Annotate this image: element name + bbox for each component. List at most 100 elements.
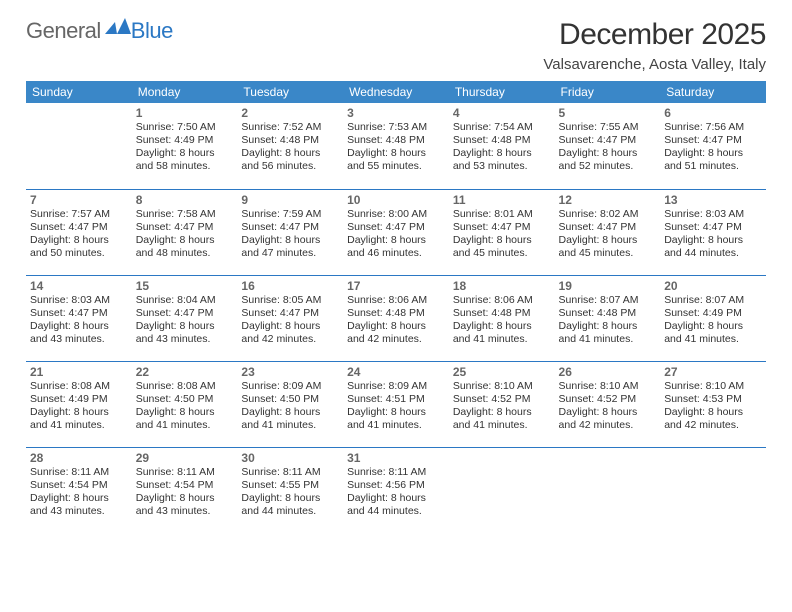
sunrise-line: Sunrise: 7:59 AM [241,208,339,221]
sunrise-line: Sunrise: 8:03 AM [30,294,128,307]
day-number: 6 [664,106,762,120]
calendar-cell: 26Sunrise: 8:10 AMSunset: 4:52 PMDayligh… [555,361,661,447]
day-number: 31 [347,451,445,465]
calendar-cell [660,447,766,533]
day-number: 25 [453,365,551,379]
daylight-line: Daylight: 8 hours and 41 minutes. [136,406,234,432]
day-number: 5 [559,106,657,120]
day-info: Sunrise: 8:11 AMSunset: 4:54 PMDaylight:… [30,466,128,519]
day-number: 27 [664,365,762,379]
sunset-line: Sunset: 4:48 PM [453,134,551,147]
calendar-cell: 19Sunrise: 8:07 AMSunset: 4:48 PMDayligh… [555,275,661,361]
day-number: 15 [136,279,234,293]
day-info: Sunrise: 8:05 AMSunset: 4:47 PMDaylight:… [241,294,339,347]
day-info: Sunrise: 8:09 AMSunset: 4:50 PMDaylight:… [241,380,339,433]
sunrise-line: Sunrise: 7:57 AM [30,208,128,221]
sunrise-line: Sunrise: 8:09 AM [347,380,445,393]
calendar-cell: 7Sunrise: 7:57 AMSunset: 4:47 PMDaylight… [26,189,132,275]
day-info: Sunrise: 7:54 AMSunset: 4:48 PMDaylight:… [453,121,551,174]
day-number: 26 [559,365,657,379]
sunset-line: Sunset: 4:54 PM [30,479,128,492]
day-number: 18 [453,279,551,293]
daylight-line: Daylight: 8 hours and 58 minutes. [136,147,234,173]
day-info: Sunrise: 8:11 AMSunset: 4:54 PMDaylight:… [136,466,234,519]
calendar-body: 1Sunrise: 7:50 AMSunset: 4:49 PMDaylight… [26,103,766,533]
day-number: 20 [664,279,762,293]
sunset-line: Sunset: 4:55 PM [241,479,339,492]
daylight-line: Daylight: 8 hours and 44 minutes. [241,492,339,518]
daylight-line: Daylight: 8 hours and 45 minutes. [453,234,551,260]
sunset-line: Sunset: 4:48 PM [347,134,445,147]
day-number: 3 [347,106,445,120]
sunrise-line: Sunrise: 8:07 AM [559,294,657,307]
sunrise-line: Sunrise: 7:54 AM [453,121,551,134]
calendar-cell [555,447,661,533]
calendar-cell: 21Sunrise: 8:08 AMSunset: 4:49 PMDayligh… [26,361,132,447]
daylight-line: Daylight: 8 hours and 42 minutes. [664,406,762,432]
day-info: Sunrise: 8:07 AMSunset: 4:49 PMDaylight:… [664,294,762,347]
sunset-line: Sunset: 4:48 PM [559,307,657,320]
daylight-line: Daylight: 8 hours and 55 minutes. [347,147,445,173]
daylight-line: Daylight: 8 hours and 46 minutes. [347,234,445,260]
sunrise-line: Sunrise: 8:00 AM [347,208,445,221]
daylight-line: Daylight: 8 hours and 45 minutes. [559,234,657,260]
daylight-line: Daylight: 8 hours and 51 minutes. [664,147,762,173]
day-info: Sunrise: 8:04 AMSunset: 4:47 PMDaylight:… [136,294,234,347]
daylight-line: Daylight: 8 hours and 43 minutes. [30,320,128,346]
day-number: 1 [136,106,234,120]
day-info: Sunrise: 7:56 AMSunset: 4:47 PMDaylight:… [664,121,762,174]
day-number: 24 [347,365,445,379]
calendar-week-row: 7Sunrise: 7:57 AMSunset: 4:47 PMDaylight… [26,189,766,275]
day-info: Sunrise: 8:06 AMSunset: 4:48 PMDaylight:… [453,294,551,347]
sunrise-line: Sunrise: 8:11 AM [241,466,339,479]
sunset-line: Sunset: 4:47 PM [664,134,762,147]
day-info: Sunrise: 8:07 AMSunset: 4:48 PMDaylight:… [559,294,657,347]
sunrise-line: Sunrise: 7:53 AM [347,121,445,134]
day-number: 2 [241,106,339,120]
sunrise-line: Sunrise: 8:06 AM [453,294,551,307]
daylight-line: Daylight: 8 hours and 48 minutes. [136,234,234,260]
day-number: 16 [241,279,339,293]
day-number: 12 [559,193,657,207]
day-info: Sunrise: 8:10 AMSunset: 4:52 PMDaylight:… [453,380,551,433]
sunrise-line: Sunrise: 7:55 AM [559,121,657,134]
day-info: Sunrise: 8:09 AMSunset: 4:51 PMDaylight:… [347,380,445,433]
calendar-cell: 8Sunrise: 7:58 AMSunset: 4:47 PMDaylight… [132,189,238,275]
day-info: Sunrise: 8:10 AMSunset: 4:52 PMDaylight:… [559,380,657,433]
daylight-line: Daylight: 8 hours and 44 minutes. [347,492,445,518]
daylight-line: Daylight: 8 hours and 42 minutes. [559,406,657,432]
day-number: 23 [241,365,339,379]
day-number: 22 [136,365,234,379]
day-info: Sunrise: 7:50 AMSunset: 4:49 PMDaylight:… [136,121,234,174]
sunrise-line: Sunrise: 7:56 AM [664,121,762,134]
calendar-cell: 30Sunrise: 8:11 AMSunset: 4:55 PMDayligh… [237,447,343,533]
day-info: Sunrise: 8:10 AMSunset: 4:53 PMDaylight:… [664,380,762,433]
sunset-line: Sunset: 4:50 PM [136,393,234,406]
sunrise-line: Sunrise: 8:08 AM [30,380,128,393]
title-block: December 2025 Valsavarenche, Aosta Valle… [543,18,766,73]
calendar-cell: 25Sunrise: 8:10 AMSunset: 4:52 PMDayligh… [449,361,555,447]
sunset-line: Sunset: 4:48 PM [241,134,339,147]
day-info: Sunrise: 8:08 AMSunset: 4:50 PMDaylight:… [136,380,234,433]
sunrise-line: Sunrise: 8:03 AM [664,208,762,221]
calendar-cell: 20Sunrise: 8:07 AMSunset: 4:49 PMDayligh… [660,275,766,361]
sunset-line: Sunset: 4:47 PM [241,307,339,320]
calendar-cell: 17Sunrise: 8:06 AMSunset: 4:48 PMDayligh… [343,275,449,361]
day-number: 11 [453,193,551,207]
day-header: Thursday [449,81,555,103]
sunrise-line: Sunrise: 8:07 AM [664,294,762,307]
sunset-line: Sunset: 4:47 PM [136,221,234,234]
calendar-cell: 10Sunrise: 8:00 AMSunset: 4:47 PMDayligh… [343,189,449,275]
sunset-line: Sunset: 4:47 PM [30,307,128,320]
sunset-line: Sunset: 4:56 PM [347,479,445,492]
calendar-cell: 31Sunrise: 8:11 AMSunset: 4:56 PMDayligh… [343,447,449,533]
day-number: 10 [347,193,445,207]
sunrise-line: Sunrise: 8:05 AM [241,294,339,307]
daylight-line: Daylight: 8 hours and 41 minutes. [453,320,551,346]
sunrise-line: Sunrise: 8:09 AM [241,380,339,393]
calendar-cell: 2Sunrise: 7:52 AMSunset: 4:48 PMDaylight… [237,103,343,189]
sunrise-line: Sunrise: 8:10 AM [664,380,762,393]
daylight-line: Daylight: 8 hours and 47 minutes. [241,234,339,260]
sunrise-line: Sunrise: 8:08 AM [136,380,234,393]
daylight-line: Daylight: 8 hours and 41 minutes. [453,406,551,432]
